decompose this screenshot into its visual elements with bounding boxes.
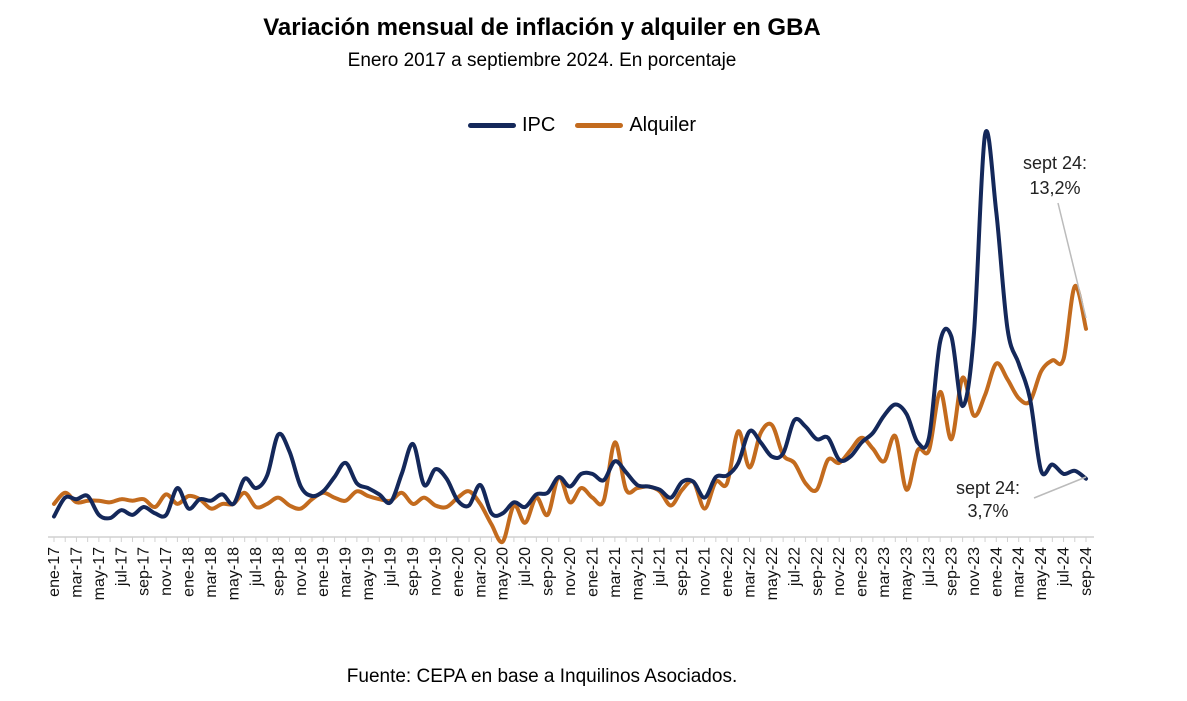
chart-subtitle: Enero 2017 a septiembre 2024. En porcent… (347, 50, 737, 71)
x-tick-label: ene-22 (719, 547, 736, 597)
annotation-alquiler-line1: sept 24: (1023, 153, 1087, 173)
x-tick-label: sep-17 (136, 547, 153, 596)
chart-source: Fuente: CEPA en base a Inquilinos Asocia… (346, 666, 738, 687)
x-tick-label: may-21 (629, 547, 646, 600)
series-line-alquiler (52, 284, 1088, 545)
x-tick-label: ene-18 (181, 547, 198, 597)
x-tick-label: nov-18 (293, 547, 310, 596)
x-tick-label: nov-21 (697, 547, 714, 596)
x-tick-label: jul-24 (1056, 547, 1073, 587)
x-tick-label: may-24 (1033, 547, 1050, 600)
x-tick-label: jul-23 (921, 547, 938, 587)
x-tick-label: jul-22 (786, 547, 803, 587)
x-tick-label: sep-21 (674, 547, 691, 596)
x-tick-label: ene-19 (315, 547, 332, 597)
x-tick-label: nov-22 (831, 547, 848, 596)
x-tick-label: mar-20 (472, 547, 489, 598)
x-tick-label: ene-17 (46, 547, 63, 597)
x-tick-label: mar-23 (876, 547, 893, 598)
legend-swatch-alquiler (575, 123, 624, 128)
x-tick-label: nov-19 (427, 547, 444, 596)
x-tick-label: mar-17 (68, 547, 85, 598)
x-tick-label: jul-20 (517, 547, 534, 587)
x-tick-label: sep-20 (540, 547, 557, 596)
x-tick-label: may-22 (764, 547, 781, 600)
legend-item-ipc: IPC (467, 114, 556, 137)
x-tick-label: sep-24 (1078, 547, 1095, 596)
x-tick-label: sep-22 (809, 547, 826, 596)
x-tick-label: mar-18 (203, 547, 220, 598)
annotation-alquiler-line2: 13,2% (1029, 178, 1080, 198)
x-tick-label: sep-18 (270, 547, 287, 596)
legend-label-alquiler: Alquiler (629, 114, 697, 136)
x-tick-label: ene-20 (450, 547, 467, 597)
x-tick-label: mar-22 (741, 547, 758, 598)
x-tick-label: may-17 (91, 547, 108, 600)
x-tick-label: ene-23 (854, 547, 871, 597)
annotation-alquiler-leader (1057, 202, 1087, 319)
annotation-ipc-line1: sept 24: (956, 478, 1020, 498)
x-tick-label: nov-20 (562, 547, 579, 596)
legend-item-alquiler: Alquiler (575, 114, 696, 137)
x-tick-label: jul-21 (652, 547, 669, 587)
x-tick-label: jul-17 (113, 547, 130, 587)
legend: IPC Alquiler (0, 114, 1164, 137)
x-tick-label: mar-21 (607, 547, 624, 598)
x-tick-label: may-20 (495, 547, 512, 600)
x-tick-label: may-18 (225, 547, 242, 600)
legend-swatch-ipc (467, 123, 516, 128)
x-tick-label: may-19 (360, 547, 377, 600)
chart-title: Variación mensual de inflación y alquile… (263, 14, 821, 41)
annotation-ipc-line2: 3,7% (967, 501, 1008, 521)
x-tick-label: nov-17 (158, 547, 175, 596)
x-tick-label: ene-24 (988, 547, 1005, 597)
legend-label-ipc: IPC (521, 114, 556, 136)
x-tick-label: jul-19 (383, 547, 400, 587)
x-tick-label: may-23 (899, 547, 916, 600)
x-tick-label: ene-21 (584, 547, 601, 597)
x-tick-label: sep-19 (405, 547, 422, 596)
x-tick-label: nov-23 (966, 547, 983, 596)
x-tick-label: mar-19 (338, 547, 355, 598)
series-line-ipc (52, 129, 1088, 521)
x-tick-label: sep-23 (943, 547, 960, 596)
x-tick-label: jul-18 (248, 547, 265, 587)
x-tick-label: mar-24 (1011, 547, 1028, 598)
annotation-ipc-leader (1033, 476, 1087, 499)
